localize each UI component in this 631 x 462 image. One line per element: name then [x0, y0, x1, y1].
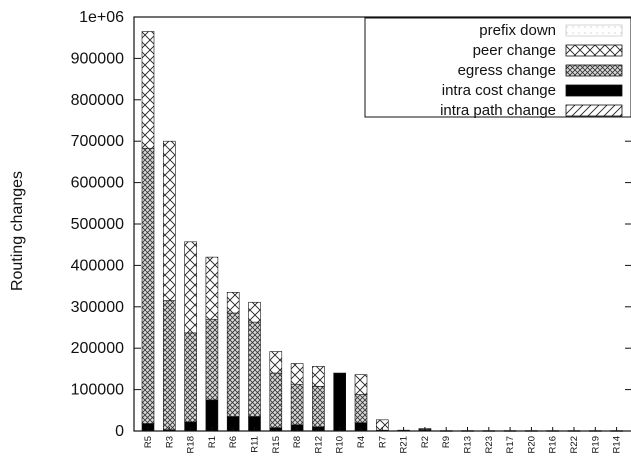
- x-category-label: R14: [612, 436, 623, 453]
- y-tick-label: 0: [115, 423, 124, 440]
- y-tick-label: 400000: [71, 257, 124, 274]
- x-category-label: R9: [441, 436, 452, 448]
- x-category-label: R23: [484, 436, 495, 453]
- bar-segment-R18-egress-change: [184, 332, 197, 423]
- bar-segment-R3-egress-change: [163, 300, 176, 431]
- x-category-label: R11: [250, 436, 261, 453]
- legend-swatch: [565, 104, 623, 117]
- bar-segment-R4-peer-change: [354, 374, 368, 395]
- x-axis-category-labels: R5 R3 R18 R1 R6 R11 R15 R8 R12 R10 R4 R7 R21 R2 R9 R13 R…: [143, 427, 623, 453]
- bar-segment-R12-peer-change: [312, 366, 325, 387]
- x-category-label: R19: [590, 436, 601, 453]
- bar-segment-R5-peer-change: [141, 31, 155, 149]
- x-category-label: R20: [526, 436, 537, 453]
- x-category-label: R22: [569, 436, 580, 453]
- bar-segment-R12-egress-change: [312, 385, 325, 428]
- legend-label: peer change: [473, 42, 556, 59]
- bar-segment-R6-peer-change: [226, 292, 240, 314]
- x-category-label: R10: [335, 436, 346, 453]
- x-category-label: R6: [228, 436, 239, 448]
- y-tick-label: 600000: [71, 175, 124, 192]
- x-category-label: R4: [356, 436, 367, 448]
- legend-label: intra cost change: [442, 82, 556, 99]
- bar-segment-R6-egress-change: [226, 312, 240, 417]
- bar-segment-R8-egress-change: [290, 383, 304, 426]
- x-category-label: R15: [271, 436, 282, 453]
- y-axis-label: Routing changes: [9, 171, 26, 291]
- y-tick-label: 100000: [71, 382, 124, 399]
- bar-segment-R8-peer-change: [290, 363, 304, 385]
- legend-label: intra path change: [440, 102, 556, 119]
- y-tick-label: 1e+06: [79, 9, 124, 26]
- y-tick-label: 800000: [71, 92, 124, 109]
- legend-label: egress change: [458, 62, 556, 79]
- x-category-label: R17: [505, 436, 516, 453]
- x-category-label: R16: [548, 436, 559, 453]
- x-category-label: R12: [313, 436, 324, 453]
- x-category-label: R3: [164, 436, 175, 448]
- legend-swatch: [565, 44, 623, 57]
- y-tick-label: 500000: [71, 216, 124, 233]
- legend: prefix down peer change egress change intra…: [364, 17, 631, 119]
- x-category-label: R8: [292, 436, 303, 448]
- legend-label: prefix down: [479, 22, 556, 39]
- x-category-label: R18: [186, 436, 197, 453]
- bar-segment-R11-peer-change: [248, 301, 261, 323]
- y-tick-label: 300000: [71, 299, 124, 316]
- y-tick-label: 200000: [71, 340, 124, 357]
- x-category-label: R1: [207, 436, 218, 448]
- y-tick-label: 900000: [71, 50, 124, 67]
- x-category-label: R13: [463, 436, 474, 453]
- x-category-label: R5: [143, 436, 154, 448]
- bar-segment-R5-egress-change: [141, 147, 155, 424]
- x-category-label: R2: [420, 436, 431, 448]
- y-tick-label: 700000: [71, 133, 124, 150]
- bar-segment-R11-egress-change: [248, 321, 261, 417]
- bar-segment-R3-peer-change: [163, 140, 176, 301]
- bar-segment-R15-peer-change: [269, 351, 283, 374]
- plot-frame: [133, 16, 631, 432]
- bar-segment-R1-intra-cost-change: [205, 399, 219, 432]
- legend-swatch: [565, 64, 623, 77]
- bar-segment-R10-intra-cost-change: [333, 372, 347, 432]
- x-category-label: R7: [377, 436, 388, 448]
- legend-swatch: [565, 24, 623, 37]
- bar-segment-R18-peer-change: [184, 241, 197, 334]
- bar-segment-R15-egress-change: [269, 372, 283, 428]
- bar-segment-R1-egress-change: [205, 318, 219, 401]
- bar-segment-R4-egress-change: [354, 394, 368, 424]
- bar-segment-R1-peer-change: [205, 256, 219, 320]
- legend-swatch: [565, 84, 623, 97]
- y-axis-ticks: 0 100000 200000 300000 400000 500000 600000 700…: [71, 9, 631, 440]
- x-category-label: R21: [399, 436, 410, 453]
